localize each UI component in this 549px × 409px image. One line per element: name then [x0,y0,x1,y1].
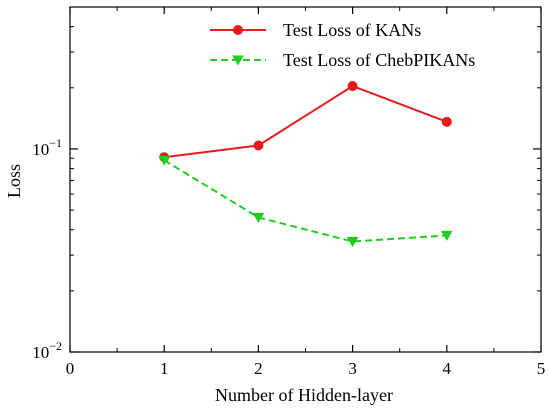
legend-marker-2 [232,55,244,66]
x-tick-label: 0 [66,359,75,378]
data-point [158,155,171,166]
x-tick-label: 5 [537,359,546,378]
series-line-2 [163,159,447,243]
series-layer [158,81,453,248]
y-tick-label: 10−2 [32,339,62,362]
legend-marker-1 [233,25,243,35]
legend: Test Loss of KANs Test Loss of ChebPIKANs [210,20,475,70]
data-point [346,237,359,248]
legend-label-2: Test Loss of ChebPIKANs [283,50,475,70]
legend-label-1: Test Loss of KANs [283,20,421,40]
x-tick-label: 4 [443,359,452,378]
x-axis-label: Number of Hidden-layer [215,385,393,405]
y-axis: 10−2 10−1 [32,26,541,362]
data-point [441,116,452,127]
y-tick-label: 10−1 [32,136,62,159]
x-tick-label: 2 [254,359,263,378]
x-tick-label: 3 [348,359,357,378]
data-point [440,230,453,241]
x-axis: 0 1 2 3 4 5 [66,7,546,378]
data-point [347,81,358,92]
series-line-1 [164,84,448,159]
y-axis-label: Loss [4,164,24,198]
x-tick-label: 1 [160,359,169,378]
data-point [253,140,264,151]
data-point [252,212,265,223]
